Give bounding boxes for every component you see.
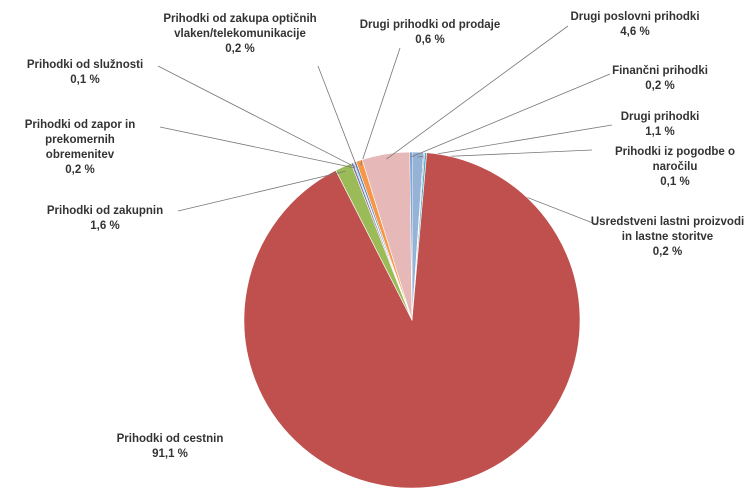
slice-value: 1,1 % xyxy=(645,126,675,138)
slice-name: Finančni prihodki xyxy=(612,65,708,77)
slice-value: 1,6 % xyxy=(90,220,120,232)
slice-value: 91,1 % xyxy=(152,448,188,460)
slice-value: 0,6 % xyxy=(415,34,445,46)
leader-line xyxy=(360,47,401,166)
slice-name: Prihodki od služnosti xyxy=(26,59,144,71)
leader-line xyxy=(423,149,593,158)
leader-line xyxy=(386,25,569,160)
slice-name: Prihodki od zakupa optičnih vlaken/telek… xyxy=(163,13,317,40)
slice-value: 0,2 % xyxy=(65,164,95,176)
slice-label: Prihodki od zakupa optičnih vlaken/telek… xyxy=(150,12,330,57)
slice-value: 0,2 % xyxy=(645,80,675,92)
slice-name: Prihodki iz pogodbe o naročilu xyxy=(614,146,736,173)
slice-label: Prihodki iz pogodbe o naročilu 0,1 % xyxy=(595,145,747,190)
slice-name: Usredstveni lastni proizvodi in lastne s… xyxy=(590,216,745,243)
leader-line xyxy=(159,126,355,169)
slice-label: Drugi prihodki od prodaje 0,6 % xyxy=(340,18,520,48)
slice-value: 4,6 % xyxy=(620,26,650,38)
leader-line xyxy=(177,170,346,212)
slice-name: Drugi poslovni prihodki xyxy=(570,11,700,23)
leader-line xyxy=(157,65,356,168)
slice-name: Drugi prihodki xyxy=(620,111,700,123)
slice-label: Prihodki od služnosti 0,1 % xyxy=(10,58,160,88)
slice-label: Drugi prihodki 1,1 % xyxy=(610,110,710,140)
slice-value: 0,1 % xyxy=(70,74,100,86)
slice-label: Prihodki od cestnin 91,1 % xyxy=(90,432,250,462)
leader-line xyxy=(317,65,358,167)
pie-slice xyxy=(409,151,413,321)
leader-line xyxy=(417,124,613,158)
slice-name: Prihodki od cestnin xyxy=(116,433,224,445)
slice-label: Usredstveni lastni proizvodi in lastne s… xyxy=(585,215,747,260)
slice-label: Drugi poslovni prihodki 4,6 % xyxy=(560,10,710,40)
slice-value: 0,1 % xyxy=(660,176,690,188)
slice-label: Finančni prihodki 0,2 % xyxy=(600,64,720,94)
slice-value: 0,2 % xyxy=(652,246,683,258)
slice-name: Prihodki od zapor in prekomernih obremen… xyxy=(24,119,136,161)
slice-value: 0,2 % xyxy=(225,43,255,55)
leader-line xyxy=(410,73,611,158)
pie-slice xyxy=(243,152,581,489)
slice-name: Drugi prihodki od prodaje xyxy=(359,19,501,31)
slice-label: Prihodki od zakupnin 1,6 % xyxy=(30,204,180,234)
slice-label: Prihodki od zapor in prekomernih obremen… xyxy=(10,118,150,178)
slice-name: Prihodki od zakupnin xyxy=(46,205,164,217)
